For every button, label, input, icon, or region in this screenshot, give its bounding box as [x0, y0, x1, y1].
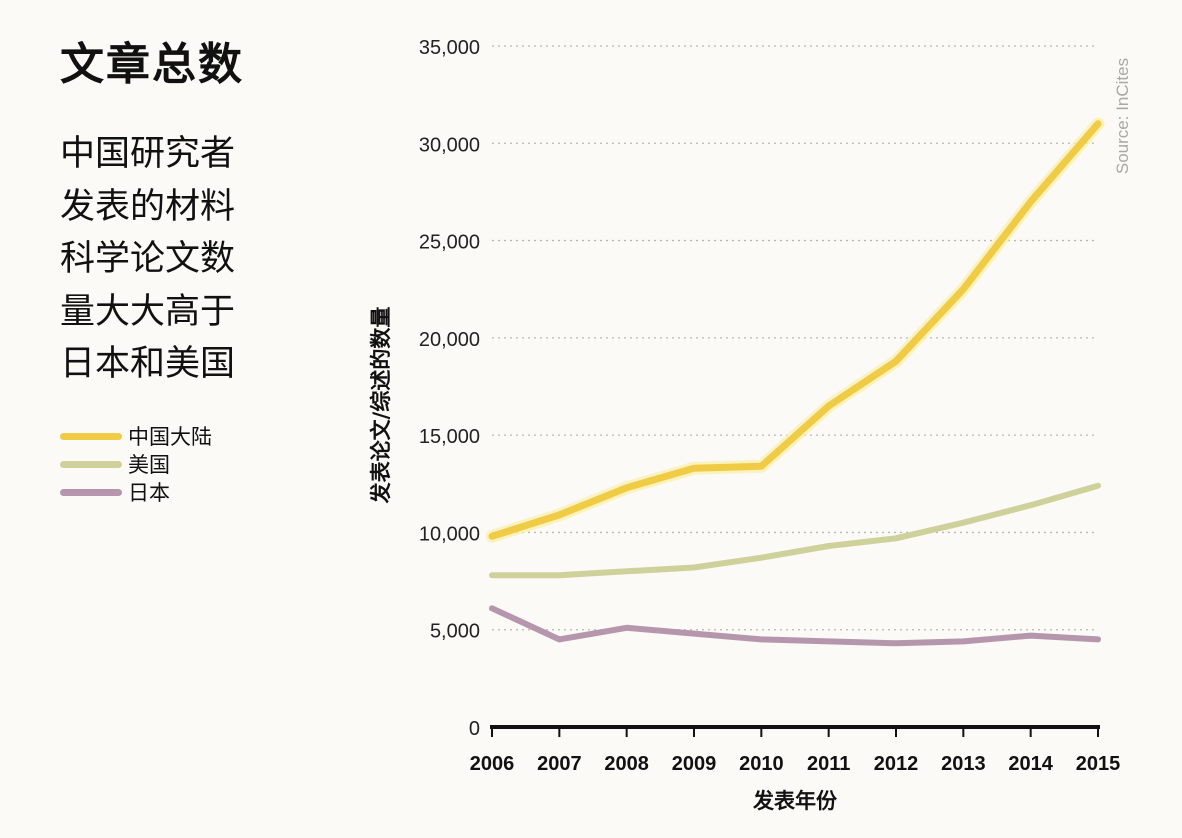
y-tick-label: 20,000	[419, 329, 480, 351]
y-tick-label: 25,000	[419, 232, 480, 254]
x-tick-label: 2008	[604, 753, 649, 775]
x-tick-label: 2006	[470, 753, 515, 775]
legend-label: 美国	[128, 453, 170, 477]
x-tick-label: 2011	[807, 753, 850, 775]
subtitle: 中国研究者 发表的材料 科学论文数 量大大高于 日本和美国	[60, 128, 270, 391]
legend-item-japan: 日本	[60, 478, 212, 506]
legend-item-china: 中国大陆	[60, 422, 212, 450]
x-tick-label: 2010	[739, 753, 784, 775]
subtitle-line: 发表的材料	[60, 186, 236, 227]
subtitle-line: 日本和美国	[60, 344, 236, 384]
legend-label: 中国大陆	[128, 425, 212, 449]
y-tick-label: 5,000	[430, 621, 480, 643]
legend-item-usa: 美国	[60, 450, 212, 478]
subtitle-line: 科学论文数	[60, 239, 236, 279]
series-line-china	[488, 120, 1102, 540]
x-tick-label: 2009	[672, 753, 717, 775]
series-glow-china	[485, 117, 1105, 543]
legend-swatch-japan	[60, 488, 122, 496]
legend-swatch-china	[60, 432, 122, 440]
y-axis-title: 发表论文/综述的数量	[369, 307, 393, 505]
page-title: 文章总数	[60, 39, 244, 90]
y-tick-label: 0	[469, 718, 480, 740]
x-tick-label: 2013	[941, 753, 986, 775]
y-tick-label: 15,000	[419, 426, 480, 448]
subtitle-line: 量大大高于	[60, 291, 236, 332]
x-tick-label: 2015	[1076, 753, 1121, 775]
legend: 中国大陆 美国 日本	[60, 422, 212, 506]
x-axis-title: 发表年份	[752, 789, 838, 813]
source-note: Source: InCites	[1113, 58, 1132, 174]
x-tick-label: 2007	[537, 753, 582, 775]
series-line-japan	[489, 605, 1101, 647]
legend-label: 日本	[128, 481, 170, 505]
subtitle-line: 中国研究者	[60, 134, 236, 174]
x-tick-label: 2014	[1008, 753, 1053, 775]
y-tick-label: 30,000	[419, 134, 480, 156]
legend-swatch-usa	[60, 460, 122, 468]
y-tick-label: 35,000	[419, 37, 480, 59]
y-tick-label: 10,000	[419, 523, 480, 545]
x-tick-label: 2012	[874, 753, 919, 775]
series-line-usa	[489, 482, 1101, 579]
